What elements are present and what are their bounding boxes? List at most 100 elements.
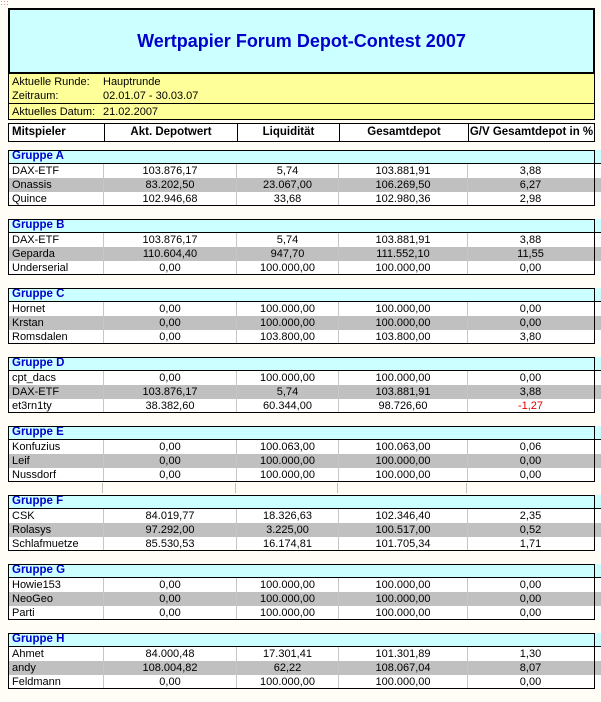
cell-player: Howie153: [12, 579, 61, 591]
cell-player: Schlafmuetze: [12, 538, 79, 550]
cell-liquiditaet: 18.326,63: [236, 509, 338, 523]
round-value: Hauptrunde: [103, 76, 161, 88]
cell-gesamtdepot: 100.000,00: [338, 468, 467, 482]
cell-gesamtdepot: 100.000,00: [338, 606, 467, 620]
cell-depotwert: 84.000,48: [103, 647, 236, 661]
table-row: Konfuzius 0,00 100.063,00 100.063,00 0,0…: [8, 440, 601, 454]
gap-gridline-stubs: [8, 482, 595, 494]
table-row: Geparda 110.604,40 947,70 111.552,10 11,…: [8, 247, 601, 261]
groups-list: Gruppe A DAX-ETF 103.876,17 5,74 103.881…: [8, 150, 601, 689]
cell-gesamtdepot: 100.517,00: [338, 523, 467, 537]
cell-player: Krstan: [12, 317, 44, 329]
cell-gv-prozent: 1,30: [467, 647, 593, 661]
cell-liquiditaet: 17.301,41: [236, 647, 338, 661]
cell-player: Onassis: [12, 179, 52, 191]
cell-depotwert: 0,00: [103, 440, 236, 454]
group-header: Gruppe E: [8, 426, 601, 440]
cell-liquiditaet: 100.000,00: [236, 578, 338, 592]
cell-depotwert: 0,00: [103, 468, 236, 482]
cell-gesamtdepot: 100.000,00: [338, 302, 467, 316]
cell-gv-prozent: 3,80: [467, 330, 593, 344]
cell-player: Nussdorf: [12, 469, 57, 481]
table-row: Leif 0,00 100.000,00 100.000,00 0,00: [8, 454, 601, 468]
cell-liquiditaet: 100.000,00: [236, 316, 338, 330]
cell-player: Konfuzius: [12, 441, 61, 453]
cell-liquiditaet: 100.000,00: [236, 371, 338, 385]
cell-liquiditaet: 947,70: [236, 247, 338, 261]
cell-gesamtdepot: 100.000,00: [338, 454, 467, 468]
table-row: Underserial 0,00 100.000,00 100.000,00 0…: [8, 261, 601, 275]
cell-player: andy: [12, 662, 36, 674]
cell-depotwert: 0,00: [103, 302, 236, 316]
period-value: 02.01.07 - 30.03.07: [103, 90, 199, 102]
cell-depotwert: 110.604,40: [103, 247, 236, 261]
cell-player: DAX-ETF: [12, 234, 60, 246]
cell-gesamtdepot: 103.881,91: [338, 164, 467, 178]
cell-player: CSK: [12, 510, 35, 522]
cell-gv-prozent: 0,00: [467, 302, 593, 316]
table-row: DAX-ETF 103.876,17 5,74 103.881,91 3,88: [8, 233, 601, 247]
cell-depotwert: 0,00: [103, 454, 236, 468]
cell-depotwert: 0,00: [103, 330, 236, 344]
cell-depotwert: 83.202,50: [103, 178, 236, 192]
table-row: Rolasys 97.292,00 3.225,00 100.517,00 0,…: [8, 523, 601, 537]
group-header: Gruppe C: [8, 288, 601, 302]
cell-gv-prozent: 3,88: [467, 233, 593, 247]
cell-gesamtdepot: 102.346,40: [338, 509, 467, 523]
cell-player: et3rn1ty: [12, 400, 52, 412]
table-row: Parti 0,00 100.000,00 100.000,00 0,00: [8, 606, 601, 620]
cell-liquiditaet: 100.000,00: [236, 261, 338, 275]
cell-gv-prozent: 0,00: [467, 316, 593, 330]
table-row: Romsdalen 0,00 103.800,00 103.800,00 3,8…: [8, 330, 601, 344]
cell-gv-prozent: 0,00: [467, 371, 593, 385]
cell-liquiditaet: 62,22: [236, 661, 338, 675]
cell-liquiditaet: 16.174,81: [236, 537, 338, 551]
cell-player: Feldmann: [12, 676, 61, 688]
cell-player: Rolasys: [12, 524, 52, 536]
period-row: Zeitraum: 02.01.07 - 30.03.07: [9, 89, 594, 103]
cell-depotwert: 102.946,68: [103, 192, 236, 206]
cell-gesamtdepot: 101.301,89: [338, 647, 467, 661]
table-row: Schlafmuetze 85.530,53 16.174,81 101.705…: [8, 537, 601, 551]
table-row: CSK 84.019,77 18.326,63 102.346,40 2,35: [8, 509, 601, 523]
cell-gv-prozent: 0,00: [467, 675, 593, 689]
cell-gesamtdepot: 103.800,00: [338, 330, 467, 344]
group-rows: Konfuzius 0,00 100.063,00 100.063,00 0,0…: [8, 440, 601, 482]
cell-gv-prozent: 3,88: [467, 385, 593, 399]
cell-player: cpt_dacs: [12, 372, 57, 384]
cell-depotwert: 103.876,17: [103, 233, 236, 247]
cell-gesamtdepot: 101.705,34: [338, 537, 467, 551]
cell-gv-prozent: 0,00: [467, 606, 593, 620]
cell-depotwert: 0,00: [103, 316, 236, 330]
round-label: Aktuelle Runde:: [12, 76, 90, 88]
title-banner: Wertpapier Forum Depot-Contest 2007: [8, 8, 595, 74]
cell-player: NeoGeo: [12, 593, 53, 605]
cell-liquiditaet: 5,74: [236, 385, 338, 399]
cell-depotwert: 0,00: [103, 578, 236, 592]
group-header: Gruppe D: [8, 357, 601, 371]
cell-liquiditaet: 5,74: [236, 164, 338, 178]
cell-gesamtdepot: 100.000,00: [338, 592, 467, 606]
cell-player: Underserial: [12, 262, 69, 274]
group-table: Gruppe F CSK 84.019,77 18.326,63 102.346…: [8, 495, 601, 551]
cell-gv-prozent: 1,71: [467, 537, 593, 551]
cell-liquiditaet: 23.067,00: [236, 178, 338, 192]
cell-gesamtdepot: 100.000,00: [338, 675, 467, 689]
cell-gv-prozent: -1,27: [467, 399, 593, 413]
table-row: cpt_dacs 0,00 100.000,00 100.000,00 0,00: [8, 371, 601, 385]
cell-player: Hornet: [12, 303, 46, 315]
page-title: Wertpapier Forum Depot-Contest 2007: [137, 30, 466, 51]
cell-gesamtdepot: 100.000,00: [338, 316, 467, 330]
cell-gv-prozent: 0,00: [467, 592, 593, 606]
cell-liquiditaet: 100.000,00: [236, 675, 338, 689]
column-header-liquiditaet: Liquidität: [237, 124, 339, 141]
date-info-box: Aktuelles Datum: 21.02.2007: [8, 103, 595, 120]
cell-gesamtdepot: 106.269,50: [338, 178, 467, 192]
cell-gv-prozent: 11,55: [467, 247, 593, 261]
cell-depotwert: 0,00: [103, 606, 236, 620]
cell-depotwert: 103.876,17: [103, 385, 236, 399]
group-rows: CSK 84.019,77 18.326,63 102.346,40 2,35 …: [8, 509, 601, 551]
group-table: Gruppe C Hornet 0,00 100.000,00 100.000,…: [8, 288, 601, 344]
cell-gesamtdepot: 98.726,60: [338, 399, 467, 413]
column-header-gv-prozent: G/V Gesamtdepot in %: [468, 124, 594, 141]
